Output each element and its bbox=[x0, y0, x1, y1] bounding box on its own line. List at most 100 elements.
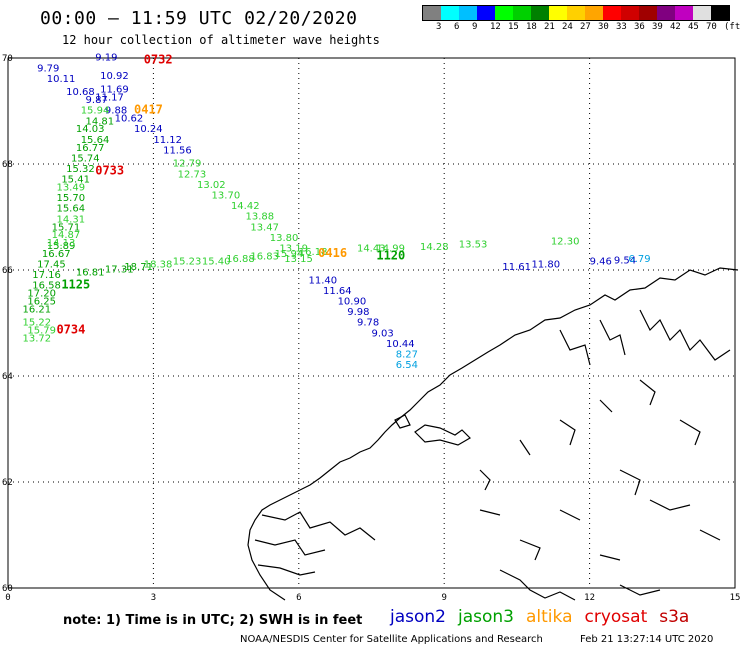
wave-height-label: 16.18 bbox=[299, 247, 328, 258]
wave-height-label: 11.61 bbox=[502, 262, 531, 273]
altimeter-tracks: 9.19 9.79 10.92 10.11 11.69 10.68 11.179.879.8… bbox=[23, 53, 651, 371]
color-scale-label: 27 bbox=[580, 22, 591, 32]
legend-entry-cryosat: cryosat bbox=[584, 607, 648, 627]
wave-height-label: 11.17 bbox=[95, 92, 124, 103]
wave-height-label: 15.32 bbox=[66, 164, 95, 175]
color-swatch bbox=[567, 6, 585, 20]
wave-height-label: 8.27 bbox=[396, 349, 418, 360]
pass-time-label: 0416 bbox=[318, 246, 347, 260]
wave-height-label: 17.45 bbox=[37, 259, 66, 270]
pass-time-label: 1125 bbox=[61, 278, 90, 292]
wave-height-label: 10.44 bbox=[386, 339, 415, 350]
pass-time-markers: 0732 0417 0733 0416 1120 1125 0734 bbox=[56, 52, 405, 336]
wave-height-label: 11.12 bbox=[153, 135, 182, 146]
y-tick-label: 62 bbox=[2, 478, 13, 488]
pass-time-label: 0732 bbox=[144, 52, 173, 66]
color-swatch bbox=[531, 6, 549, 20]
lat-lon-grid: 0 3 6 9 12 15 70 68 66 64 62 60 bbox=[2, 54, 740, 603]
color-swatch bbox=[639, 6, 657, 20]
color-scale-label: 9 bbox=[472, 22, 478, 32]
color-swatch bbox=[675, 6, 693, 20]
wave-height-label: 15.22 bbox=[23, 318, 52, 329]
wave-height-label: 17.20 bbox=[27, 289, 56, 300]
wave-height-label: 9.88 bbox=[105, 106, 127, 117]
plot-frame bbox=[7, 57, 736, 589]
wave-height-label: 9.78 bbox=[357, 318, 379, 329]
wave-height-label: 11.40 bbox=[308, 275, 337, 286]
wave-height-label: 16.58 bbox=[32, 281, 61, 292]
wave-height-label: 13.53 bbox=[459, 240, 488, 251]
footer-note: note: 1) Time is in UTC; 2) SWH is in fe… bbox=[63, 613, 363, 628]
chart-subtitle: 12 hour collection of altimeter wave hei… bbox=[62, 33, 380, 47]
wave-height-label: 10.92 bbox=[100, 71, 129, 82]
wave-height-label: 14.13 bbox=[47, 238, 76, 249]
x-tick-label: 15 bbox=[730, 593, 740, 603]
wave-height-label: 14.28 bbox=[420, 242, 449, 253]
wave-height-label: 9.19 bbox=[95, 53, 117, 64]
color-scale-label: 30 bbox=[598, 22, 609, 32]
x-tick-label: 6 bbox=[296, 593, 301, 603]
wave-height-label: 15.74 bbox=[71, 153, 100, 164]
chart-title: 00:00 – 11:59 UTC 02/20/2020 bbox=[40, 8, 358, 29]
wave-height-label: 9.98 bbox=[347, 307, 369, 318]
wave-height-label: 14.99 bbox=[376, 243, 405, 254]
wave-height-label: 16.67 bbox=[42, 249, 71, 260]
pass-time-label: 0417 bbox=[134, 103, 163, 117]
color-scale-label: 6 bbox=[454, 22, 460, 32]
wave-height-label: 17.16 bbox=[32, 270, 61, 281]
wave-height-label: 10.90 bbox=[338, 296, 367, 307]
y-tick-label: 66 bbox=[2, 266, 13, 276]
wave-height-label: 18.38 bbox=[144, 259, 173, 270]
color-swatch bbox=[693, 6, 711, 20]
color-scale-label: (ft) bbox=[724, 22, 740, 32]
wave-height-label: 15.94 bbox=[81, 106, 110, 117]
wave-height-label: 14.42 bbox=[231, 201, 260, 212]
track-cryosat-light: 8.276.54 6.79 bbox=[396, 254, 651, 371]
wave-height-label: 16.88 bbox=[226, 254, 255, 265]
legend-entry-jason2: jason2 bbox=[390, 607, 446, 627]
color-scale-label: 15 bbox=[508, 22, 519, 32]
wave-height-label: 11.56 bbox=[163, 145, 192, 156]
coastline-lakes bbox=[479, 379, 721, 561]
color-scale-label: 45 bbox=[688, 22, 699, 32]
wave-height-label: 15.71 bbox=[52, 222, 81, 233]
wave-height-label: 13.88 bbox=[245, 212, 274, 223]
wave-height-label: 11.64 bbox=[323, 286, 352, 297]
color-swatch bbox=[495, 6, 513, 20]
x-tick-label: 9 bbox=[441, 593, 446, 603]
color-scale-bar bbox=[422, 5, 730, 21]
wave-height-label: 18.71 bbox=[124, 262, 153, 273]
legend-entry-s3a: s3a bbox=[659, 607, 690, 627]
wave-height-label: 6.79 bbox=[628, 254, 650, 265]
y-tick-label: 60 bbox=[2, 584, 13, 594]
wave-height-label: 9.03 bbox=[372, 328, 394, 339]
wave-height-label: 17.31 bbox=[105, 265, 134, 276]
coastline-norway bbox=[247, 267, 739, 601]
coastline-fjords-west bbox=[254, 511, 376, 576]
color-scale-label: 39 bbox=[652, 22, 663, 32]
pass-time-label: 1120 bbox=[376, 248, 405, 262]
wave-height-label: 16.83 bbox=[250, 251, 279, 262]
coastline-fjords-north bbox=[559, 309, 731, 366]
legend-entry-altika: altika bbox=[526, 607, 573, 627]
wave-height-label: 16.25 bbox=[27, 296, 56, 307]
wave-height-label: 12.30 bbox=[551, 237, 580, 248]
x-tick-label: 12 bbox=[584, 593, 595, 603]
color-scale-label: 42 bbox=[670, 22, 681, 32]
wave-height-label: 10.62 bbox=[115, 114, 144, 125]
y-tick-label: 64 bbox=[2, 372, 13, 382]
pass-time-label: 0733 bbox=[95, 164, 124, 178]
wave-height-label: 16.21 bbox=[23, 304, 52, 315]
wave-height-label: 6.54 bbox=[396, 360, 418, 371]
wave-height-label: 15.79 bbox=[27, 326, 56, 337]
color-swatch bbox=[603, 6, 621, 20]
y-tick-label: 70 bbox=[2, 54, 13, 64]
x-tick-label: 0 bbox=[5, 593, 10, 603]
wave-height-label: 9.46 bbox=[590, 257, 612, 268]
color-scale-label: 24 bbox=[562, 22, 573, 32]
color-scale-label: 3 bbox=[436, 22, 442, 32]
wave-height-label: 15.64 bbox=[56, 204, 85, 215]
wave-height-label: 14.31 bbox=[56, 214, 85, 225]
